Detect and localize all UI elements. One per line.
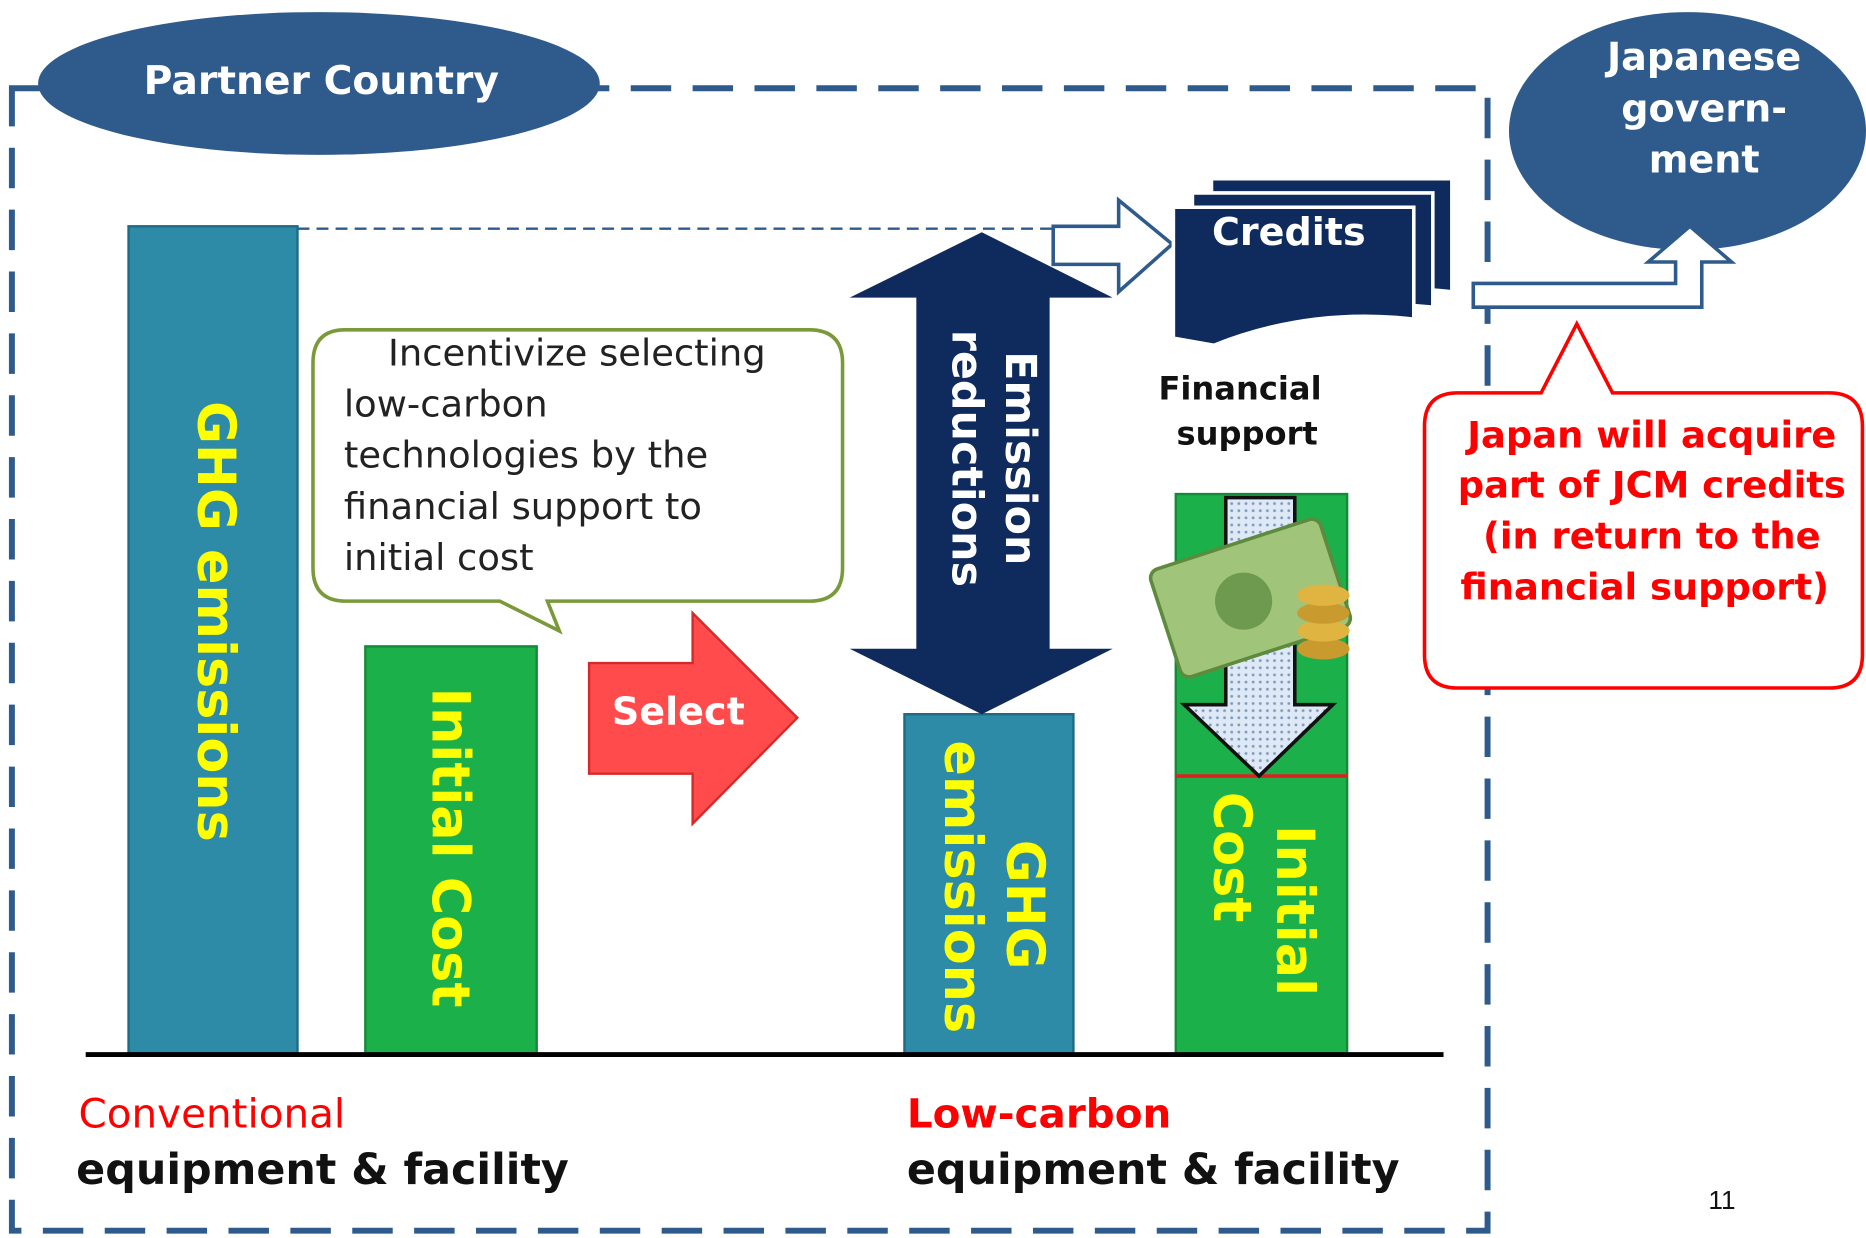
note-text: (in return to the bbox=[1483, 515, 1821, 558]
bar-label: Cost bbox=[1201, 792, 1262, 923]
incentive-callout bbox=[313, 330, 843, 631]
note-text: part of JCM credits bbox=[1458, 463, 1846, 506]
page-number: 11 bbox=[1708, 1185, 1735, 1215]
callout-text: low-carbon bbox=[344, 382, 548, 425]
group-label: Conventional bbox=[79, 1089, 346, 1137]
callout-text: financial support to bbox=[344, 485, 702, 528]
note-text: Japan will acquire bbox=[1464, 413, 1836, 456]
callout-text: technologies by the bbox=[344, 434, 708, 477]
japan-gov: govern- bbox=[1621, 86, 1787, 130]
group-sublabel: equipment & facility bbox=[76, 1145, 569, 1195]
financial-support: support bbox=[1177, 415, 1318, 453]
select-label: Select bbox=[612, 690, 745, 734]
japan-gov: Japanese bbox=[1604, 35, 1801, 79]
note-text: financial support) bbox=[1460, 566, 1829, 609]
bar-label: Initial bbox=[1264, 825, 1325, 996]
bar-label: Initial Cost bbox=[419, 688, 480, 1008]
callout-text: Incentivize selecting bbox=[388, 331, 766, 374]
japan-gov: ment bbox=[1649, 138, 1760, 182]
credits-stack bbox=[1173, 179, 1451, 346]
group-label: Low-carbon bbox=[907, 1089, 1172, 1137]
bar-label: emissions bbox=[932, 740, 993, 1033]
japan-arrow bbox=[1473, 226, 1731, 307]
credits-label: Credits bbox=[1212, 210, 1366, 254]
page: Partner Country Japanese govern- ment GH… bbox=[0, 0, 1866, 1238]
bar-label: GHG bbox=[994, 840, 1055, 970]
reduction-label: reductions bbox=[941, 330, 991, 587]
bar-label: GHG emissions bbox=[185, 401, 246, 842]
group-sublabel: equipment & facility bbox=[907, 1145, 1400, 1195]
reduction-label: Emission bbox=[995, 351, 1045, 565]
financial-support: Financial bbox=[1158, 370, 1321, 408]
diagram: Partner Country Japanese govern- ment GH… bbox=[0, 0, 1866, 1238]
callout-text: initial cost bbox=[344, 536, 534, 579]
partner-country: Partner Country bbox=[144, 59, 499, 104]
